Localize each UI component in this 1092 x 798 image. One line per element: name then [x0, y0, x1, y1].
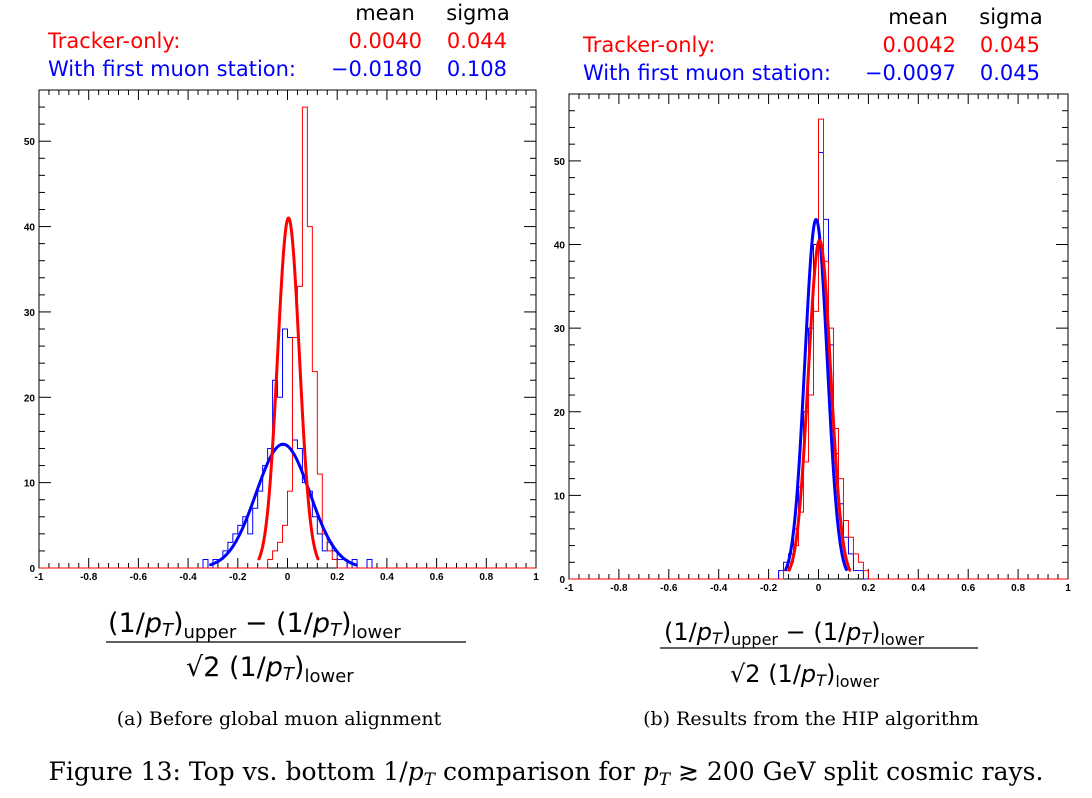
panel-a-subcaption: (a) Before global muon alignment	[117, 708, 442, 730]
panel-a-legend-tracker-label: Tracker-only:	[47, 29, 180, 53]
panel-b-x-tick-label: 0.6	[961, 583, 975, 594]
panel-a-legend-tracker-mean: 0.0040	[349, 29, 422, 53]
panel-b-legend-tracker-sigma: 0.045	[980, 33, 1040, 57]
panel-b-x-tick-label: 1	[1065, 583, 1071, 594]
panel-b-sigma-header: sigma	[979, 5, 1042, 29]
panel-b-x-tick-label: -0.2	[760, 583, 778, 594]
panel-b-xlabel-denominator: √2 (1/pT)lower	[730, 660, 879, 691]
panel-a-x-tick-label: -1	[35, 572, 44, 583]
panel-b-x-tick-label: 0	[816, 583, 822, 594]
panel-b-subcaption: (b) Results from the HIP algorithm	[643, 708, 979, 730]
panel-a-legend-tracker-sigma: 0.044	[447, 29, 507, 53]
panel-a-xlabel-denominator: √2 (1/pT)lower	[186, 652, 354, 687]
panel-a-mean-header: mean	[355, 1, 415, 25]
panel-a-y-tick-label: 20	[24, 393, 36, 404]
panel-a-xlabel: (1/pT)upper − (1/pT)lower √2 (1/pT)lower	[106, 608, 466, 687]
panel-a-legend-muon-label: With first muon station:	[48, 57, 296, 81]
panel-b-xlabel: (1/pT)upper − (1/pT)lower √2 (1/pT)lower	[660, 618, 978, 691]
panel-a-x-tick-label: 1	[533, 572, 539, 583]
panel-b-legend: mean sigma Tracker-only: 0.0042 0.045 Wi…	[582, 5, 1043, 85]
panel-b-x-tick-label: -0.8	[610, 583, 628, 594]
panel-b-legend-muon-label: With first muon station:	[583, 61, 831, 85]
panel-b-legend-muon-mean: −0.0097	[865, 61, 956, 85]
panel-a-x-tick-label: 0.4	[380, 572, 394, 583]
panel-a-fit-muon	[209, 442, 357, 567]
panel-a-sigma-header: sigma	[446, 1, 509, 25]
panel-b-xlabel-numerator: (1/pT)upper − (1/pT)lower	[664, 618, 925, 649]
panel-b-y-tick-label: 50	[554, 157, 566, 168]
panel-b-histogram: -1 -0.8 -0.6 -0.4 -0.2 0 0.2 0.4 0.6 0.8 101020304…	[554, 93, 1071, 594]
panel-b-x-tick-label: 0.8	[1011, 583, 1025, 594]
panel-b-legend-muon-sigma: 0.045	[980, 61, 1040, 85]
panel-b-y-tick-label: 30	[554, 324, 566, 335]
panel-a-x-tick-label: -0.2	[229, 572, 247, 583]
panel-a-histogram-tracker	[39, 106, 536, 569]
panel-b-mean-header: mean	[888, 5, 948, 29]
panel-a-y-tick-label: 10	[24, 479, 36, 490]
panel-a-legend-muon-mean: −0.0180	[331, 57, 422, 81]
panel-a-y-tick-label: 40	[24, 223, 36, 234]
panel-b-histogram-tracker	[569, 118, 1068, 580]
panel-b-fit-tracker	[787, 238, 852, 572]
panel-a-x-tick-label: 0	[285, 572, 291, 583]
panel-a-x-tick-label: -0.4	[179, 572, 197, 583]
panel-b-x-tick-label: 0.2	[861, 583, 875, 594]
panel-a-x-tick-label: -0.6	[130, 572, 148, 583]
panel-b-legend-tracker-label: Tracker-only:	[582, 33, 715, 57]
panel-a-legend: mean sigma Tracker-only: 0.0040 0.044 Wi…	[47, 1, 510, 81]
figure-caption-label: Figure 13:	[49, 757, 181, 786]
panel-b-legend-tracker-mean: 0.0042	[883, 33, 956, 57]
panel-b-y-tick-label: 40	[554, 241, 566, 252]
panel-a-legend-muon-sigma: 0.108	[447, 57, 507, 81]
panel-b-x-tick-label: -0.6	[660, 583, 678, 594]
panel-a-x-tick-label: 0.6	[430, 572, 444, 583]
panel-b-x-tick-label: -0.4	[710, 583, 728, 594]
panel-a-x-tick-label: -0.8	[80, 572, 98, 583]
panel-a-y-tick-label: 30	[24, 308, 36, 319]
panel-b-x-tick-label: 0.4	[911, 583, 925, 594]
panel-b-x-tick-label: -1	[565, 583, 574, 594]
panel-a-histogram: -1 -0.8 -0.6 -0.4 -0.2 0 0.2 0.4 0.6 0.8 101020304…	[24, 89, 539, 583]
panel-a-x-tick-label: 0.8	[479, 572, 493, 583]
panel-b-fit-muon	[784, 217, 848, 572]
panel-b-y-tick-label: 0	[559, 575, 565, 586]
panel-a-y-tick-label: 0	[29, 564, 35, 575]
panel-a-histogram-muon	[39, 328, 536, 569]
panel-a-y-tick-label: 50	[24, 137, 36, 148]
panel-a-xlabel-numerator: (1/pT)upper − (1/pT)lower	[108, 608, 401, 643]
figure-caption: Figure 13: Top vs. bottom 1/pT compariso…	[49, 757, 1044, 790]
panel-a-x-tick-label: 0.2	[330, 572, 344, 583]
panel-a-fit-tracker	[257, 216, 320, 561]
panel-b-y-tick-label: 20	[554, 408, 566, 419]
panel-b-y-tick-label: 10	[554, 491, 566, 502]
